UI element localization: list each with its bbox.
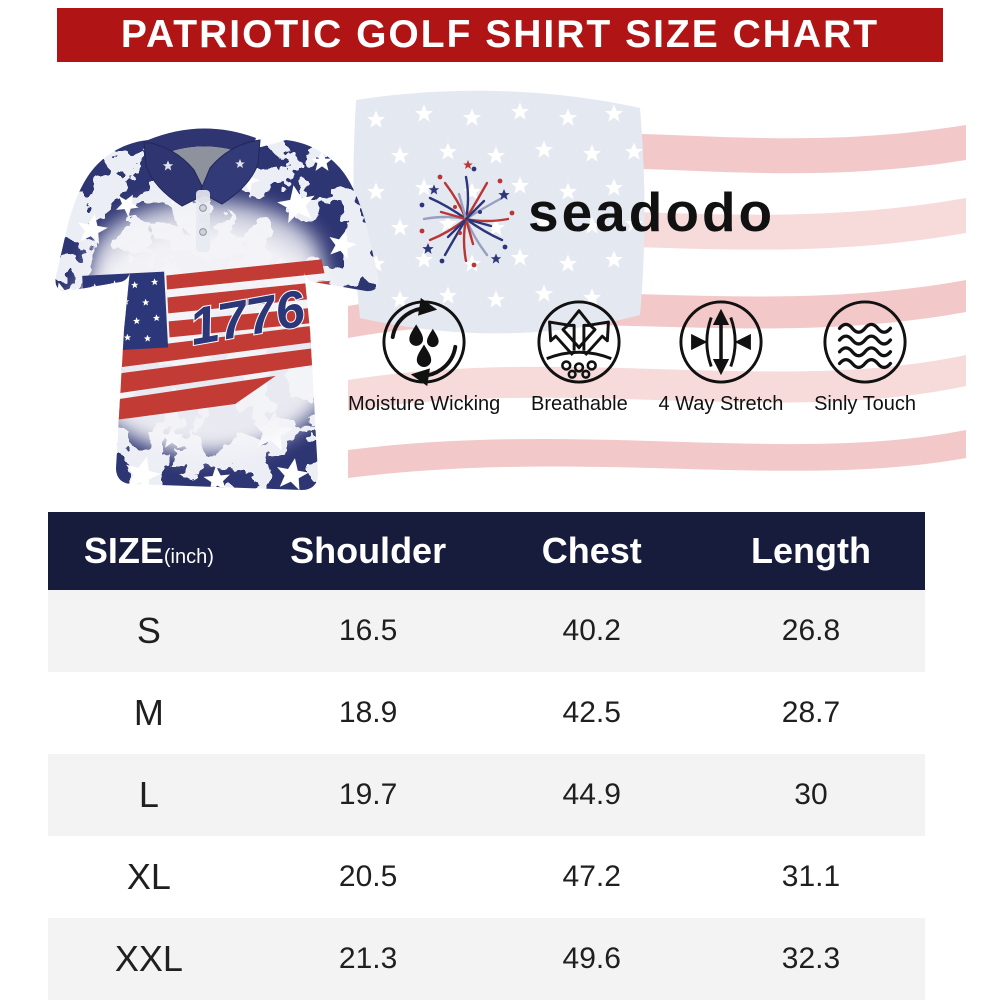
table-row: S 16.5 40.2 26.8: [48, 590, 925, 672]
banner: PATRIOTIC GOLF SHIRT SIZE CHART: [57, 8, 943, 62]
table-row: XL 20.5 47.2 31.1: [48, 836, 925, 918]
flag-canton: [353, 90, 645, 334]
feature-label: 4 Way Stretch: [658, 393, 784, 415]
chest-cell: 47.2: [562, 860, 621, 893]
feature-four-way-stretch: 4 Way Stretch: [658, 298, 783, 416]
moisture-wicking-icon: [382, 298, 466, 386]
size-cell: XXL: [114, 938, 183, 979]
shoulder-cell: 18.9: [338, 696, 398, 729]
length-cell: 26.8: [781, 614, 841, 647]
size-cell: L: [138, 774, 159, 815]
feature-label: Breathable: [531, 393, 628, 415]
chest-cell: 40.2: [562, 614, 621, 647]
feature-label: Moisture Wicking: [348, 393, 501, 415]
feature-list: Moisture Wicking Breathable: [348, 298, 916, 416]
shoulder-cell: 19.7: [338, 778, 398, 811]
four-way-stretch-icon: [679, 300, 763, 384]
table-body: S 16.5 40.2 26.8 M 18.9 42.5 28.7 L 19.7 44.9 30 XL 2…: [48, 590, 925, 1000]
breathable-icon: [537, 300, 621, 384]
table-header-row: SIZE(inch) Shoulder Chest Length: [48, 512, 925, 590]
chest-cell: 49.6: [562, 942, 621, 975]
column-header-chest: Chest: [541, 530, 642, 571]
size-cell: XL: [126, 856, 171, 897]
shoulder-cell: 16.5: [338, 614, 398, 647]
chest-cell: 44.9: [562, 778, 621, 811]
silky-touch-icon: [823, 300, 907, 384]
chest-cell: 42.5: [562, 696, 621, 729]
banner-title: PATRIOTIC GOLF SHIRT SIZE CHART: [120, 13, 880, 56]
fireworks-icon: [419, 160, 515, 268]
length-cell: 32.3: [781, 942, 841, 975]
brand-name: seadodo: [528, 181, 776, 243]
shirt-collar: [143, 128, 261, 252]
size-chart-table: SIZE(inch) Shoulder Chest Length S 16.5 40…: [48, 512, 925, 1000]
table-row: L 19.7 44.9 30: [48, 754, 925, 836]
size-cell: S: [136, 610, 161, 651]
feature-breathable: Breathable: [531, 298, 628, 416]
table-row: XXL 21.3 49.6 32.3: [48, 918, 925, 1000]
column-header-size: SIZE(inch): [83, 530, 214, 571]
feature-silky-touch: Sinly Touch: [814, 298, 916, 416]
table-row: M 18.9 42.5 28.7: [48, 672, 925, 754]
feature-label: Sinly Touch: [814, 393, 916, 415]
shoulder-cell: 20.5: [338, 860, 398, 893]
size-cell: M: [133, 692, 164, 733]
length-cell: 31.1: [781, 860, 841, 893]
column-header-length: Length: [750, 530, 871, 571]
feature-moisture-wicking: Moisture Wicking: [348, 298, 500, 416]
length-cell: 30: [794, 778, 828, 811]
length-cell: 28.7: [781, 696, 841, 729]
shoulder-cell: 21.3: [338, 942, 398, 975]
column-header-shoulder: Shoulder: [290, 530, 447, 571]
us-flag-background: [348, 90, 966, 478]
product-photo: 1776: [55, 128, 379, 490]
size-unit: (inch): [163, 546, 214, 568]
